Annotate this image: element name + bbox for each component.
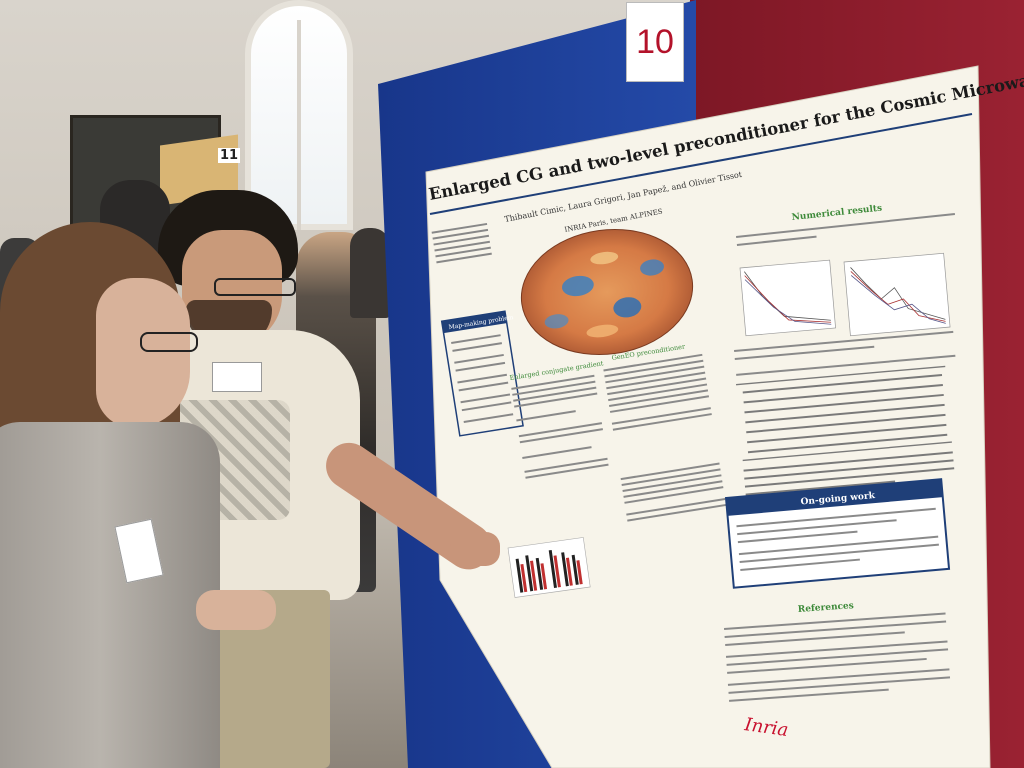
bystander [350,228,390,318]
board-number: 10 [636,22,674,61]
man-name-badge [212,362,262,392]
left-column: Map-making problem [431,222,524,437]
references-heading: References [798,601,855,615]
board-number-sign: 10 [626,2,684,82]
ongoing-work-box: On-going work [724,478,951,589]
background-board-number: 11 [218,148,241,163]
woman-face [96,278,190,428]
convergence-plot-2 [843,252,951,337]
middle-column: Enlarged conjugate gradient [509,359,609,479]
convergence-plot-1 [739,259,836,337]
woman-foreground [0,222,276,768]
window-mullion [297,20,301,230]
man-hand [450,532,500,566]
woman-glasses [140,332,198,352]
cmb-sky-map [520,228,694,356]
woman-hand [196,590,276,630]
results-table [736,365,955,496]
poster-bar-chart [507,537,591,598]
man-glasses [214,278,296,296]
woman-blazer [0,422,220,768]
